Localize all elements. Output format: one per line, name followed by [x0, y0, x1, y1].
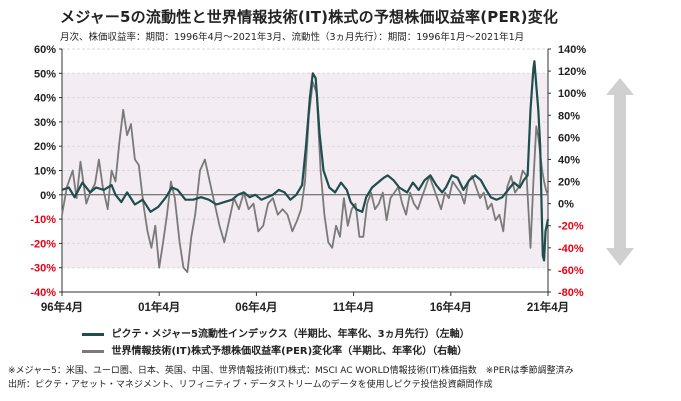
chart-subtitle: 月次、株価収益率：期間：1996年4月～2021年3月、流動性（3ヵ月先行）：期… — [60, 32, 525, 43]
x-tick-label: 01年4月 — [138, 300, 180, 314]
y-left-tick-label: -30% — [30, 263, 56, 275]
y-right-tick-label: 60% — [558, 132, 580, 144]
x-tick-label: 96年4月 — [41, 300, 83, 314]
y-right-tick-label: 120% — [558, 66, 586, 78]
y-left-tick-label: 20% — [34, 141, 56, 153]
x-tick-label: 21年4月 — [527, 300, 569, 314]
y-left-tick-label: -40% — [30, 287, 56, 299]
y-left-tick-label: 10% — [34, 166, 56, 178]
x-tick-label: 11年4月 — [333, 300, 375, 314]
series-line-per — [61, 81, 549, 273]
y-right-tick-label: -40% — [558, 243, 584, 255]
legend-swatch-liquidity — [82, 332, 104, 336]
legend-label-liquidity: ピクテ・メジャー5流動性インデックス（半期比、年率化、3ヵ月先行）（左軸） — [111, 329, 470, 340]
x-tick-label: 16年4月 — [430, 300, 472, 314]
legend-entry-per: 世界情報技術(IT)株式予想株価収益率(PER)変化率（半期比、年率化）（右軸） — [82, 342, 467, 357]
y-left-tick-label: 50% — [34, 68, 56, 80]
x-tick-label: 06年4月 — [235, 300, 277, 314]
y-right-tick-label: 40% — [558, 154, 580, 166]
y-left-tick-label: -20% — [30, 238, 56, 250]
footnote-source: 出所：ピクテ・アセット・マネジメント、リフィニティブ・データストリームのデータを… — [8, 380, 493, 390]
y-right-tick-label: 80% — [558, 110, 580, 122]
y-left-tick-label: 60% — [34, 44, 56, 56]
y-left-tick-label: 30% — [34, 117, 56, 129]
y-left-tick-label: 40% — [34, 93, 56, 105]
footnote-definition: ※メジャー5：米国、ユーロ圏、日本、英国、中国、世界情報技術(IT)株式：MSC… — [8, 366, 574, 376]
y-right-tick-label: -20% — [558, 221, 584, 233]
legend-entry-liquidity: ピクテ・メジャー5流動性インデックス（半期比、年率化、3ヵ月先行）（左軸） — [82, 325, 470, 340]
y-right-tick-label: -60% — [558, 265, 584, 277]
y-left-tick-label: 0% — [40, 190, 56, 202]
double-arrow-icon — [606, 78, 634, 266]
y-right-tick-label: -80% — [558, 287, 584, 299]
y-right-tick-label: 0% — [558, 199, 574, 211]
chart-title: メジャー5の流動性と世界情報技術(IT)株式の予想株価収益率(PER)変化 — [60, 8, 559, 26]
legend-swatch-per — [82, 349, 104, 353]
y-left-tick-label: -10% — [30, 214, 56, 226]
legend-label-per: 世界情報技術(IT)株式予想株価収益率(PER)変化率（半期比、年率化）（右軸） — [111, 346, 468, 357]
y-right-tick-label: 100% — [558, 88, 586, 100]
series-line-liquidity — [61, 60, 550, 262]
y-right-tick-label: 140% — [558, 44, 586, 56]
y-right-tick-label: 20% — [558, 177, 580, 189]
